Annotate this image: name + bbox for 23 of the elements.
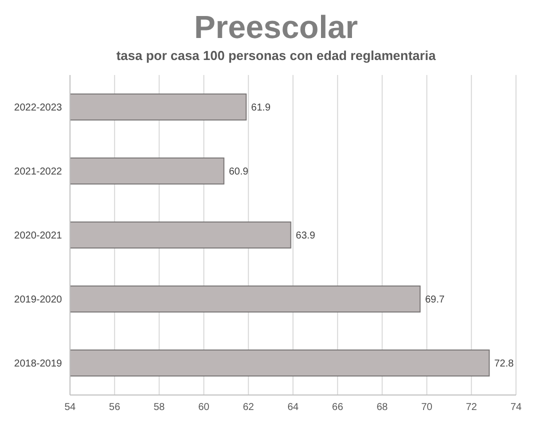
data-label: 72.8 <box>494 358 514 370</box>
x-tick-label: 66 <box>332 402 344 414</box>
chart-title: Preescolar <box>193 8 359 46</box>
y-tick-label: 2020-2021 <box>14 230 62 242</box>
x-tick-label: 60 <box>198 402 210 414</box>
x-tick-label: 54 <box>64 402 76 414</box>
data-label: 60.9 <box>228 166 249 178</box>
x-tick-label: 74 <box>510 402 522 414</box>
x-tick-label: 58 <box>154 402 166 414</box>
x-tick-label: 72 <box>466 402 478 414</box>
y-tick-label: 2022-2023 <box>14 102 62 114</box>
x-tick-label: 68 <box>376 402 388 414</box>
x-tick-label: 62 <box>242 402 254 414</box>
data-label: 63.9 <box>296 230 316 242</box>
chart-subtitle: tasa por casa 100 personas con edad reglamentaria <box>115 48 437 63</box>
y-tick-label: 2018-2019 <box>14 358 62 370</box>
data-label: 61.9 <box>251 102 272 114</box>
x-tick-label: 70 <box>421 402 433 414</box>
y-tick-label: 2021-2022 <box>14 166 62 178</box>
x-tick-label: 56 <box>109 402 121 414</box>
data-label: 69.7 <box>425 294 446 306</box>
x-tick-label: 64 <box>287 402 299 414</box>
y-tick-label: 2019-2020 <box>14 294 62 306</box>
